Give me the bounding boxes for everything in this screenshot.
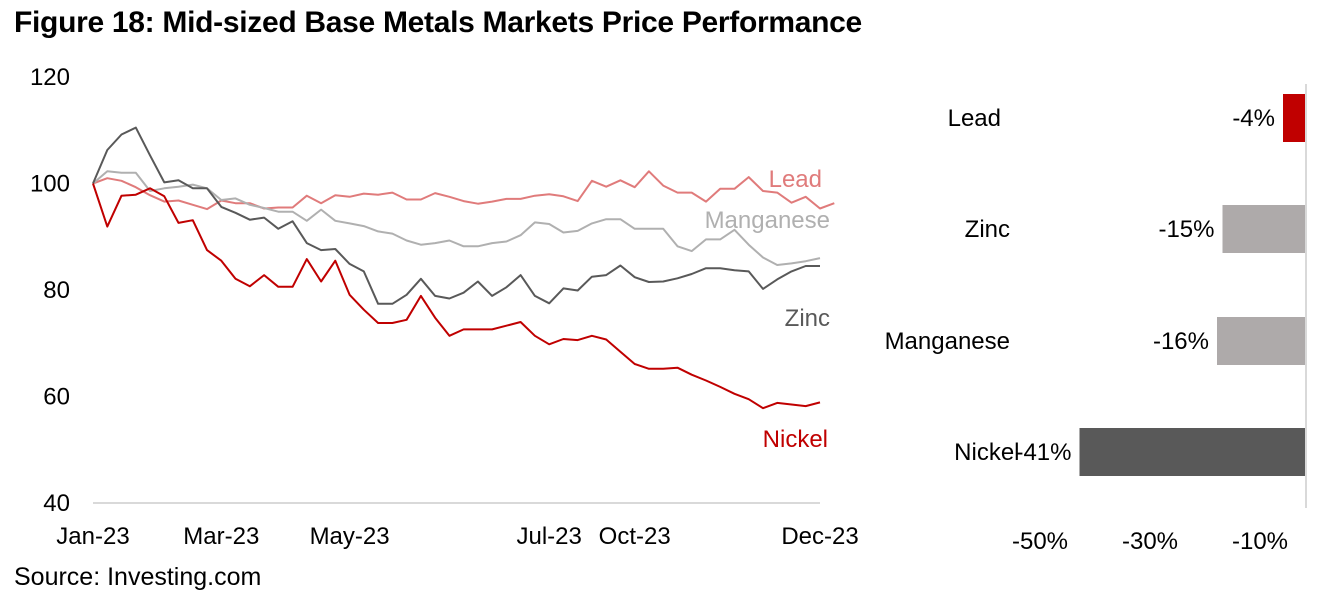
bar-x-tick-label: -50% <box>1012 528 1068 555</box>
series-line-zinc <box>92 126 820 305</box>
bar-category-label: Nickel <box>954 439 1019 466</box>
y-tick-label: 60 <box>43 384 70 411</box>
bar-chart: -4% -15% -16% -41% Lead Zinc Manganese Nickel -5… <box>885 84 1307 555</box>
line-chart: 120 100 80 60 40 Jan-23 Mar-23 May-23 Jul-23 Oct-… <box>30 64 859 550</box>
bar-value-label: -41% <box>1015 439 1071 466</box>
bar-x-tick-label: -30% <box>1122 528 1178 555</box>
figure-title: Figure 18: Mid-sized Base Metals Markets… <box>14 6 862 39</box>
x-tick-label: Dec-23 <box>781 523 858 550</box>
bar-x-tick-label: -10% <box>1232 528 1288 555</box>
series-line-manganese <box>92 170 821 266</box>
bar-nickel <box>1079 428 1305 476</box>
x-tick-label: Jan-23 <box>56 523 129 550</box>
series-line-nickel <box>92 183 821 410</box>
series-label-lead: Lead <box>769 166 822 193</box>
y-tick-label: 40 <box>43 490 70 517</box>
bar-zinc <box>1222 205 1305 253</box>
series-line-lead <box>92 170 835 211</box>
x-tick-label: Jul-23 <box>516 523 581 550</box>
source-note: Source: Investing.com <box>14 563 262 591</box>
series-label-zinc: Zinc <box>785 305 830 332</box>
bar-lead <box>1283 94 1305 142</box>
bar-value-label: -4% <box>1232 105 1275 132</box>
x-tick-label: May-23 <box>310 523 390 550</box>
y-tick-label: 120 <box>30 64 70 91</box>
x-tick-label: Oct-23 <box>599 523 671 550</box>
bar-category-label: Manganese <box>885 328 1010 355</box>
bar-manganese <box>1217 317 1305 365</box>
x-tick-label: Mar-23 <box>183 523 259 550</box>
y-tick-label: 80 <box>43 277 70 304</box>
bar-value-label: -16% <box>1153 328 1209 355</box>
bar-category-label: Zinc <box>965 216 1010 243</box>
bar-category-label: Lead <box>948 105 1001 132</box>
series-label-manganese: Manganese <box>705 207 830 234</box>
series-label-nickel: Nickel <box>763 426 828 453</box>
y-tick-label: 100 <box>30 171 70 198</box>
bar-value-label: -15% <box>1158 216 1214 243</box>
